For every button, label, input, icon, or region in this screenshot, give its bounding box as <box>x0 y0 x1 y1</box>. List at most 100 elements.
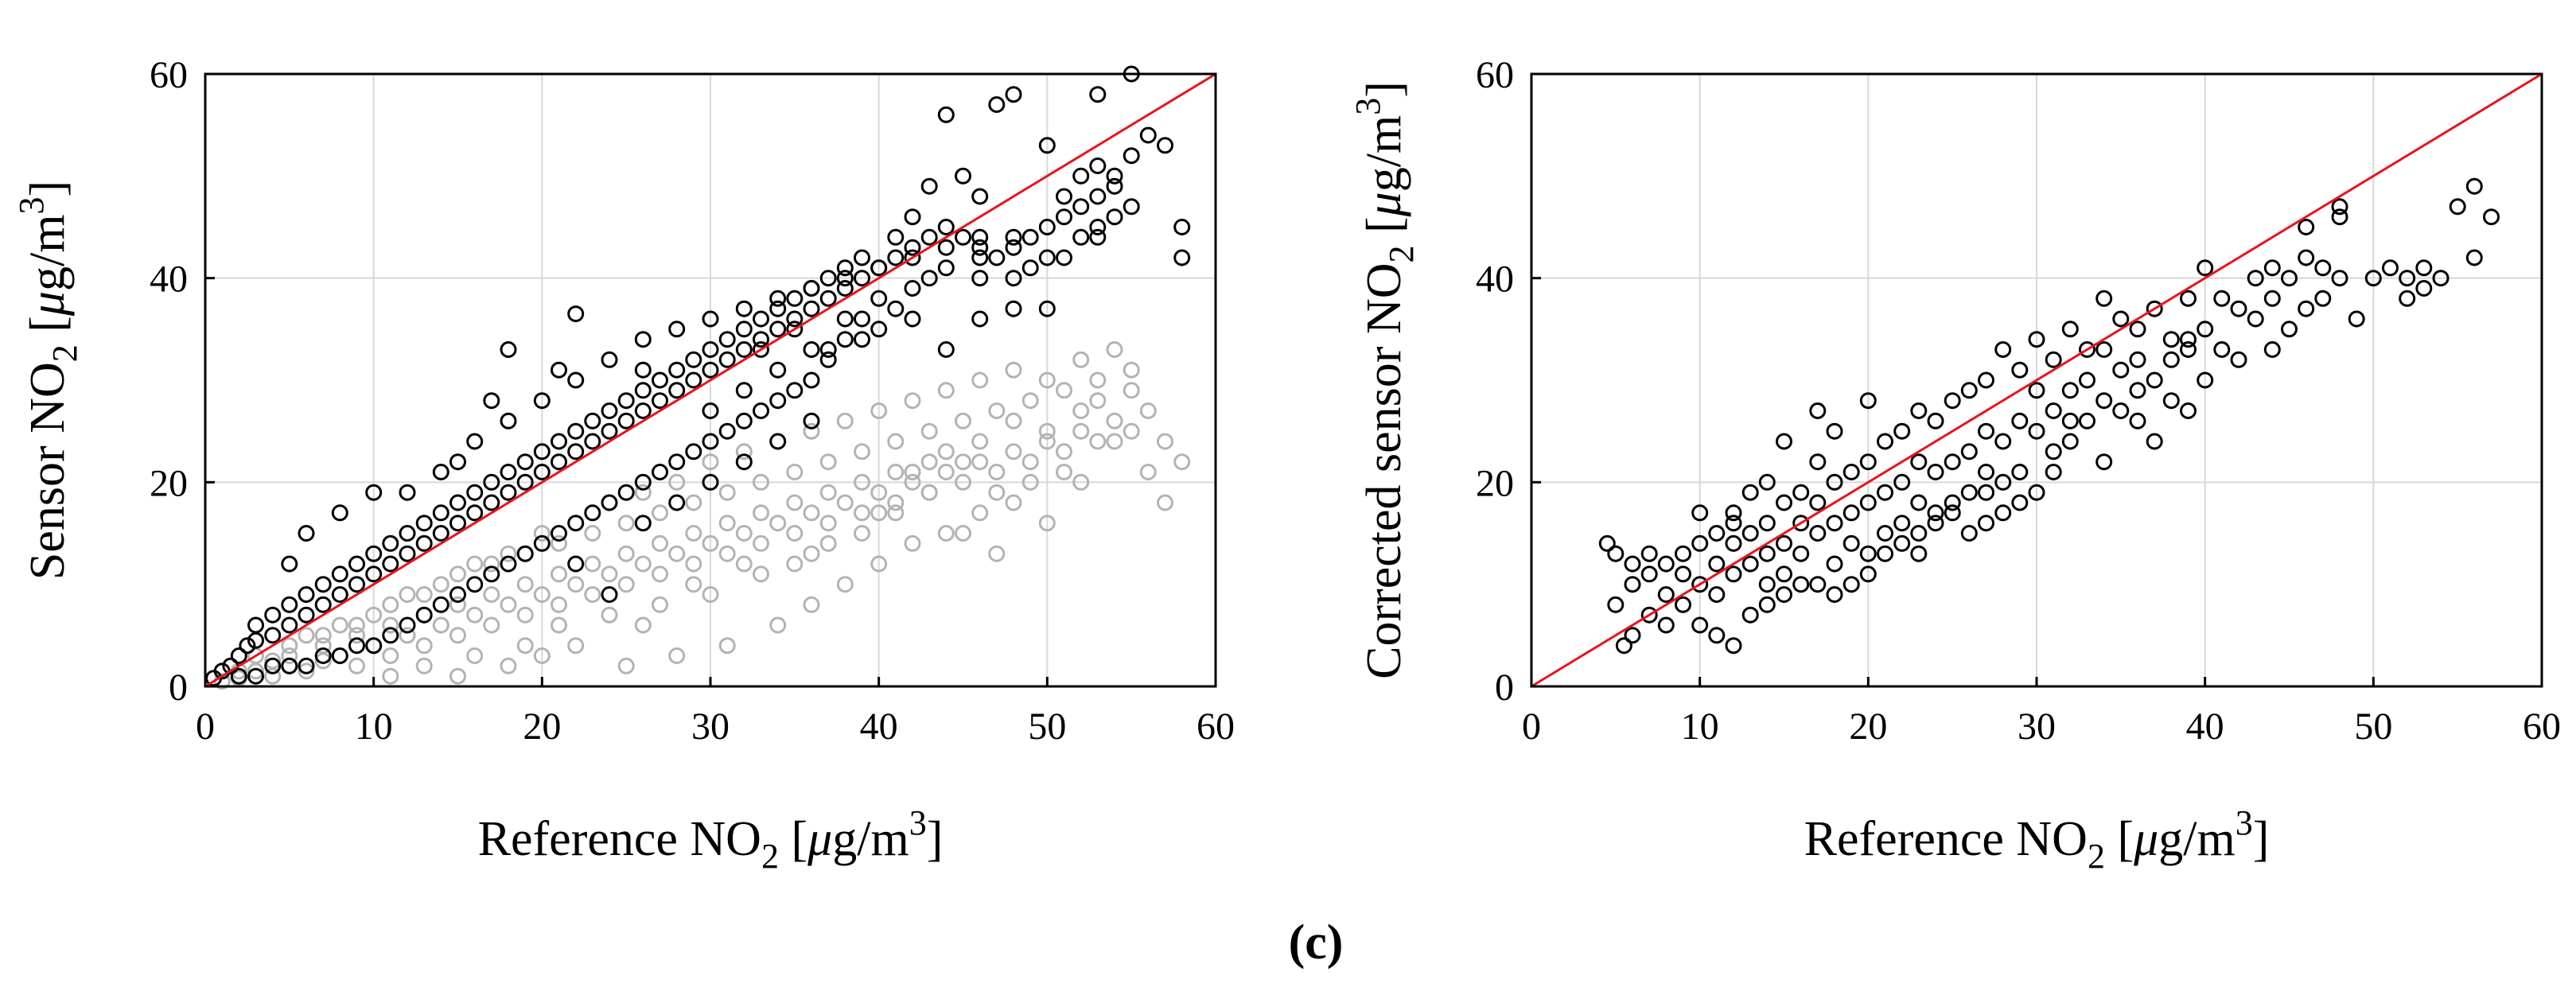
data-point <box>601 494 618 511</box>
data-point <box>432 464 449 480</box>
data-point <box>2263 290 2281 307</box>
data-point <box>382 647 399 664</box>
data-point <box>449 586 466 603</box>
data-point <box>1859 494 1877 511</box>
data-point <box>1960 484 1978 501</box>
data-point <box>298 606 315 624</box>
data-point <box>1038 371 1056 389</box>
data-point <box>1675 596 1691 613</box>
data-point <box>2146 433 2163 450</box>
data-point <box>937 464 955 480</box>
data-point <box>1776 433 1792 450</box>
data-point <box>2162 351 2180 368</box>
data-point <box>836 494 854 511</box>
data-point <box>904 239 921 256</box>
data-point <box>870 402 888 419</box>
data-point <box>1927 464 1944 480</box>
data-point <box>634 382 652 399</box>
data-point <box>735 525 753 542</box>
data-point <box>652 392 668 410</box>
data-point <box>1106 177 1123 195</box>
data-point <box>836 259 854 277</box>
data-point <box>652 566 668 583</box>
y-tick-label: 60 <box>150 54 188 96</box>
x-tick-label: 30 <box>691 705 730 748</box>
data-point <box>1944 392 1961 410</box>
data-point <box>634 484 652 501</box>
data-point <box>2129 412 2146 429</box>
data-point <box>1826 586 1843 603</box>
data-point <box>483 586 500 603</box>
data-point <box>567 422 585 440</box>
data-point <box>230 647 247 664</box>
chart-right: 0 10 20 30 40 50 60 0 20 40 60 Reference NO2 [μg/… <box>1348 54 2561 876</box>
data-point <box>836 576 854 593</box>
data-point <box>718 545 736 562</box>
data-point <box>652 534 668 552</box>
data-point <box>1056 249 1072 266</box>
data-point <box>2331 198 2348 216</box>
data-point <box>601 566 618 583</box>
data-point <box>920 270 938 287</box>
data-point <box>466 606 484 624</box>
data-point <box>1725 504 1742 522</box>
data-point <box>1994 504 2012 522</box>
data-point <box>1089 188 1107 205</box>
data-point <box>2348 310 2365 328</box>
y-tick-label: 60 <box>1476 54 1514 96</box>
data-point <box>753 504 769 522</box>
data-point <box>2314 259 2332 277</box>
data-point <box>584 433 601 450</box>
data-point <box>803 371 820 389</box>
data-point <box>870 484 888 501</box>
reference-line-right <box>1531 72 2543 688</box>
data-point <box>365 545 383 562</box>
data-point <box>870 504 888 522</box>
data-point <box>1927 515 1944 532</box>
data-point <box>819 515 837 532</box>
data-point <box>786 310 804 328</box>
data-point <box>466 484 484 501</box>
y-tick-label: 20 <box>150 462 188 504</box>
data-point <box>399 616 416 634</box>
data-point <box>2298 219 2315 235</box>
series-layer-right <box>1598 177 2500 655</box>
data-point <box>314 596 332 613</box>
data-point <box>533 392 551 410</box>
data-point <box>1056 443 1072 461</box>
data-point <box>870 290 888 307</box>
data-point <box>836 280 854 297</box>
data-point <box>2331 208 2348 226</box>
data-point <box>601 586 618 603</box>
data-point <box>1994 473 2012 491</box>
data-point <box>382 616 399 634</box>
data-point <box>1624 576 1641 593</box>
data-point <box>1944 504 1961 522</box>
data-point <box>955 412 971 429</box>
data-point <box>1708 586 1726 603</box>
data-point <box>365 484 383 501</box>
data-point <box>887 249 905 266</box>
data-point <box>1741 555 1759 573</box>
data-point <box>803 280 820 297</box>
data-point <box>239 637 256 655</box>
data-point <box>2314 290 2332 307</box>
data-point <box>685 494 702 511</box>
data-point <box>1843 504 1860 522</box>
y-tick-label: 20 <box>1476 462 1514 504</box>
data-point <box>2180 402 2197 419</box>
data-point <box>551 433 567 450</box>
data-point <box>819 453 837 471</box>
data-point <box>718 484 736 501</box>
data-point <box>1072 473 1090 491</box>
data-point <box>1640 566 1658 583</box>
data-point <box>2331 270 2348 287</box>
data-point <box>2112 361 2130 379</box>
data-point <box>1021 473 1039 491</box>
data-point <box>668 545 686 562</box>
data-point <box>348 657 365 674</box>
x-axis-label-left: Reference NO2 [μg/m3] <box>478 803 944 876</box>
data-point <box>786 382 804 399</box>
data-point <box>2112 310 2130 328</box>
data-point <box>584 555 601 573</box>
